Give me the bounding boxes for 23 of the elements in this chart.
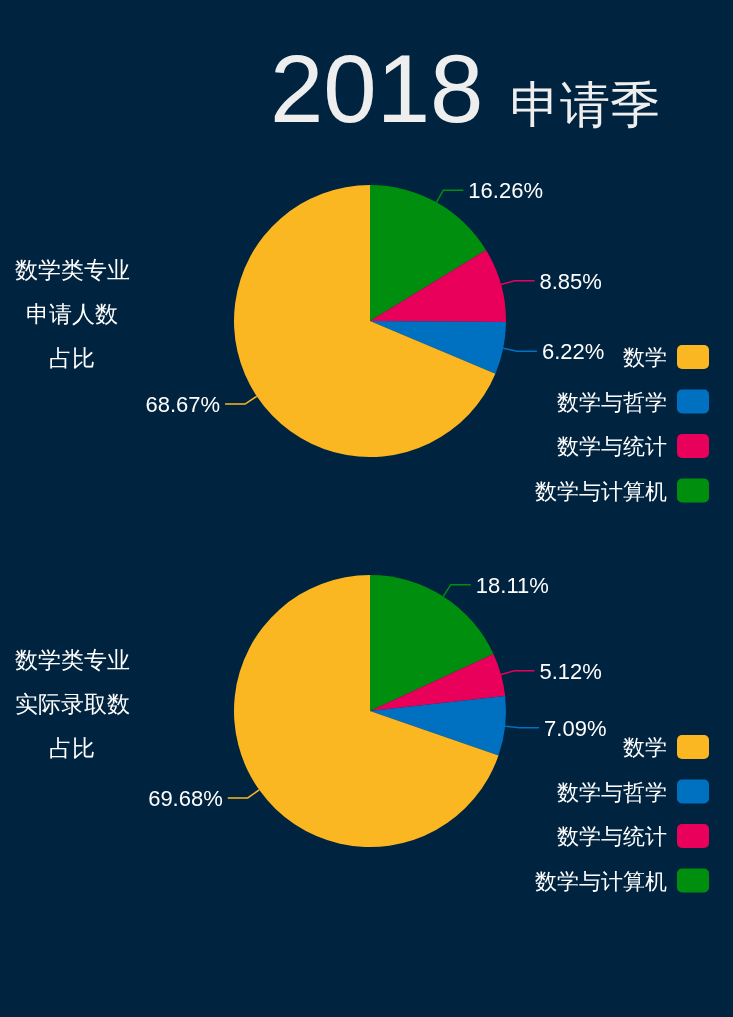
data-label: 7.09% bbox=[544, 715, 607, 741]
text: 申请人数 bbox=[26, 301, 118, 327]
legend-label: 数学与哲学 bbox=[557, 779, 667, 805]
text: 数学类专业 bbox=[14, 647, 130, 673]
data-label: 5.12% bbox=[539, 658, 602, 684]
text: 数学类专业 bbox=[14, 257, 130, 283]
text: 实际录取数 bbox=[14, 691, 130, 717]
data-label: 68.67% bbox=[145, 392, 221, 418]
legend-label: 数学 bbox=[623, 735, 667, 760]
legend-label: 数学与哲学 bbox=[557, 389, 667, 415]
legend-label: 数学与统计 bbox=[557, 434, 667, 459]
data-label: 16.26% bbox=[468, 178, 543, 204]
data-label: 6.22% bbox=[541, 339, 605, 365]
data-label: 69.68% bbox=[148, 785, 223, 811]
legend-label: 数学与统计 bbox=[557, 824, 667, 849]
data-label: 18.11% bbox=[475, 572, 549, 598]
chart-title: 2018 申请季 bbox=[269, 35, 661, 142]
legend-label: 数学与计算机 bbox=[535, 478, 667, 504]
text: 占比 bbox=[49, 345, 95, 371]
text: 占比 bbox=[49, 735, 95, 761]
legend-label: 数学 bbox=[623, 345, 667, 370]
legend-label: 数学与计算机 bbox=[535, 868, 667, 894]
data-label: 8.85% bbox=[539, 268, 602, 294]
